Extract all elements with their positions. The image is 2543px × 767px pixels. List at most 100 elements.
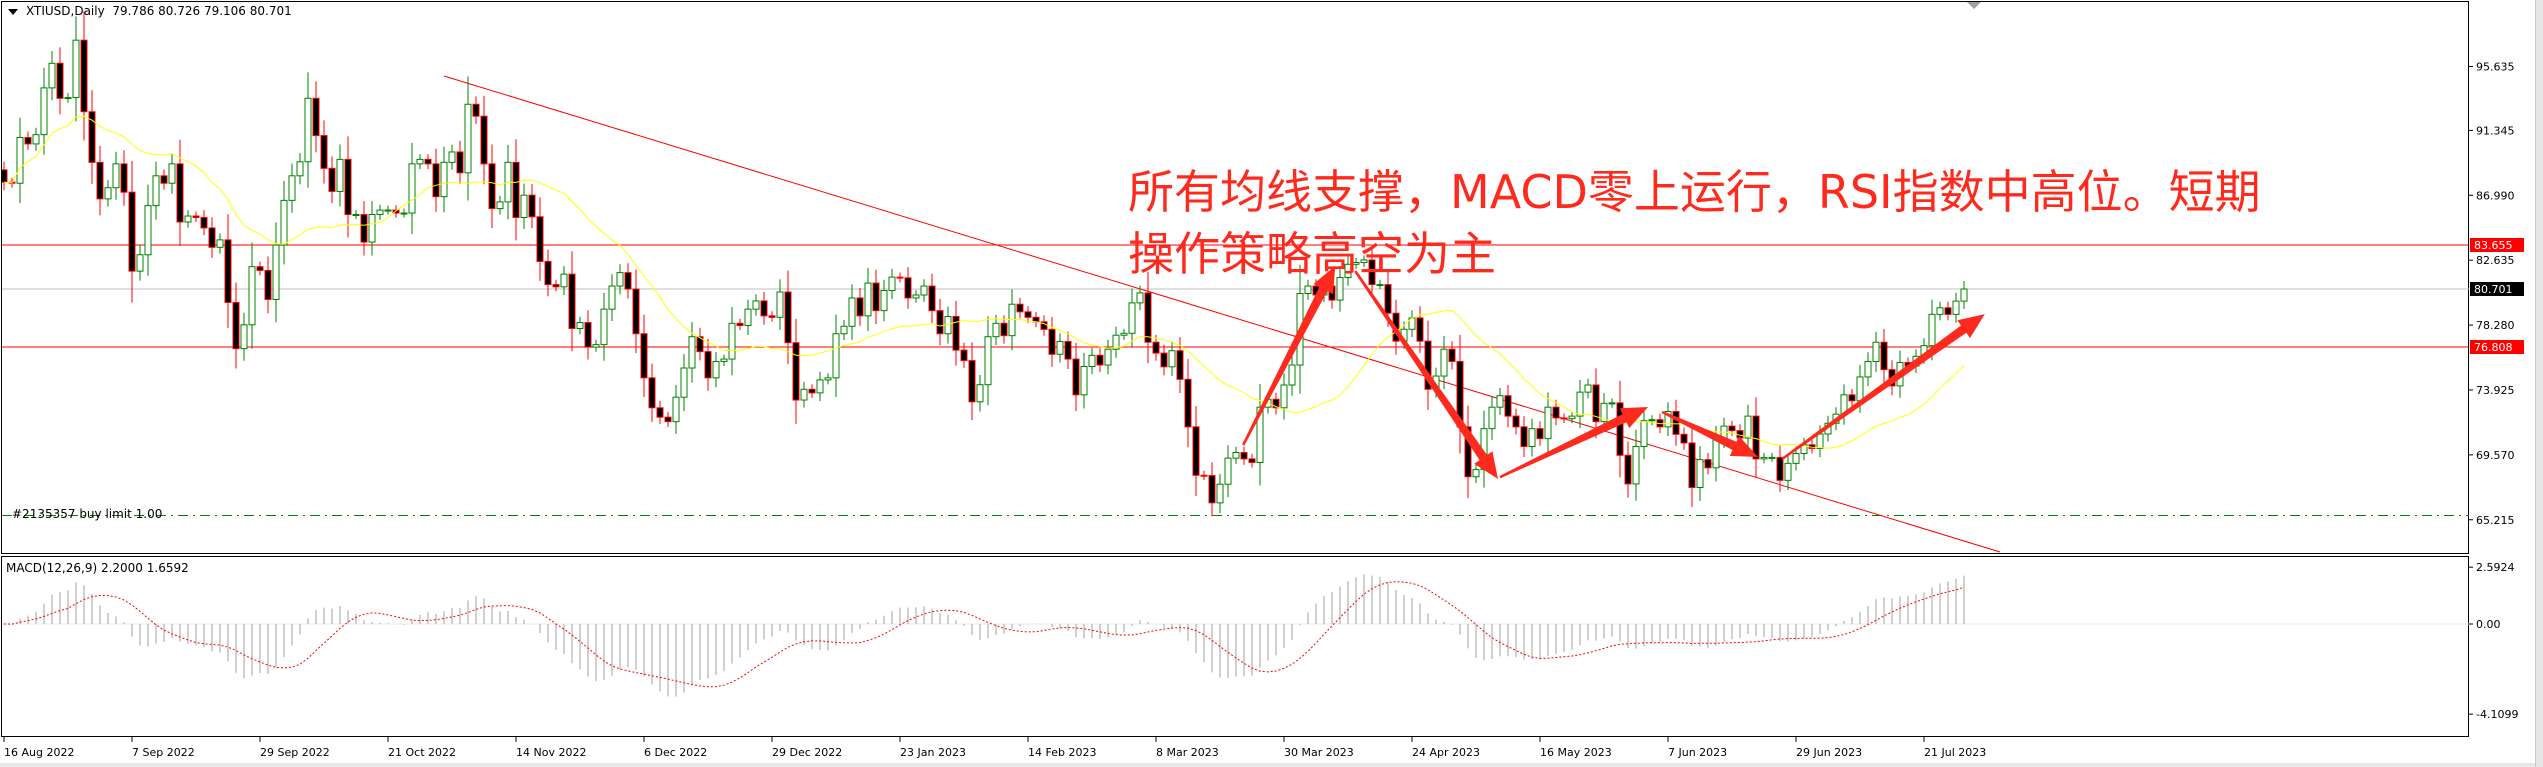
candle [1160,344,1168,376]
candle [1640,407,1648,460]
time-tick-label: 30 Mar 2023 [1284,746,1354,759]
candle [1096,348,1104,373]
candle-body [1728,425,1736,432]
candle [1560,413,1568,424]
candle [1136,285,1144,311]
candle-body [1760,456,1768,460]
candle [1704,453,1712,475]
candle-body [400,212,408,215]
candle [1760,452,1768,464]
candle [1496,387,1504,415]
candle-body [880,290,888,312]
candle-body [752,300,760,310]
candle [200,210,208,236]
candle-body [1792,453,1800,464]
time-tick-label: 7 Jun 2023 [1668,746,1727,759]
candle [440,146,448,213]
candle-body [1696,459,1704,488]
candle [848,284,856,340]
candle [1504,384,1512,427]
candle-body [712,360,720,379]
candle-body [768,315,776,318]
candle [280,181,288,265]
candle-body [1208,475,1216,504]
candle-body [520,194,528,219]
price-pane [2,11,2469,553]
candle-body [440,161,448,198]
candle [16,117,24,203]
candle-body [584,322,592,348]
candle-body [904,277,912,299]
candle-body [664,416,672,423]
price-tick-label: 69.570 [2476,449,2515,462]
candle [528,183,536,229]
candle-body [672,396,680,423]
candle [424,154,432,170]
candle [1696,446,1704,501]
candle [584,310,592,360]
dropdown-triangle-icon[interactable] [8,8,18,15]
candle-body [320,135,328,169]
candle [552,280,560,292]
candle-body [1584,384,1592,393]
vertical-scrollbar[interactable] [2535,0,2543,767]
candle-body [1064,340,1072,360]
candle [680,354,688,412]
candle-body [1080,366,1088,396]
candle [104,180,112,207]
annotation-line-2: 操作策略高空为主 [1128,227,1496,281]
time-tick-label: 21 Oct 2022 [388,746,456,759]
candle-body [640,333,648,379]
time-tick-label: 14 Feb 2023 [1028,746,1096,759]
candle-body [1160,352,1168,368]
candle-body [808,388,816,394]
chart-shift-marker-icon[interactable] [1967,2,1981,9]
candle-body [760,300,768,317]
candle [1176,336,1184,394]
candle-body [888,276,896,292]
candle [1120,328,1128,340]
candle-body [496,201,504,210]
candle [1192,406,1200,496]
candle [512,139,520,241]
candle-body [1192,426,1200,476]
candle [344,136,352,238]
price-tick-label: 78.280 [2476,319,2515,332]
candle [744,299,752,335]
candle-body [1856,376,1864,402]
candle [136,245,144,281]
ohlc-values: 79.786 80.726 79.106 80.701 [112,4,292,18]
candle-body [1384,284,1392,314]
candle-body [344,158,352,216]
candle-body [1336,277,1344,301]
macd-tick-label: -4.1099 [2476,708,2518,721]
candle-body [1128,302,1136,334]
candle [688,322,696,383]
candle-body [208,227,216,248]
candle [520,183,528,230]
candle-body [1120,332,1128,336]
candle [544,249,552,297]
candle [1144,271,1152,364]
macd-signal-line [3,581,1965,688]
candle-body [1200,474,1208,477]
candle [1864,352,1872,387]
candle-body [448,151,456,163]
candle-body [112,163,120,189]
candle [1416,306,1424,354]
candle-body [1112,334,1120,350]
price-badge [2470,238,2524,252]
price-axis: 95.635 91.345 86.990 82.635 78.280 73.925 69.5… [2469,60,2524,721]
candle [536,197,544,281]
candle-body [992,322,1000,338]
candle [472,96,480,125]
price-badge [2470,340,2524,355]
candle-body [792,342,800,401]
candle [408,142,416,234]
candle [192,211,200,222]
candle-body [1568,415,1576,420]
candle [1200,470,1208,481]
candle-body [152,175,160,207]
symbol-timeframe: XTIUSD,Daily [26,4,105,18]
